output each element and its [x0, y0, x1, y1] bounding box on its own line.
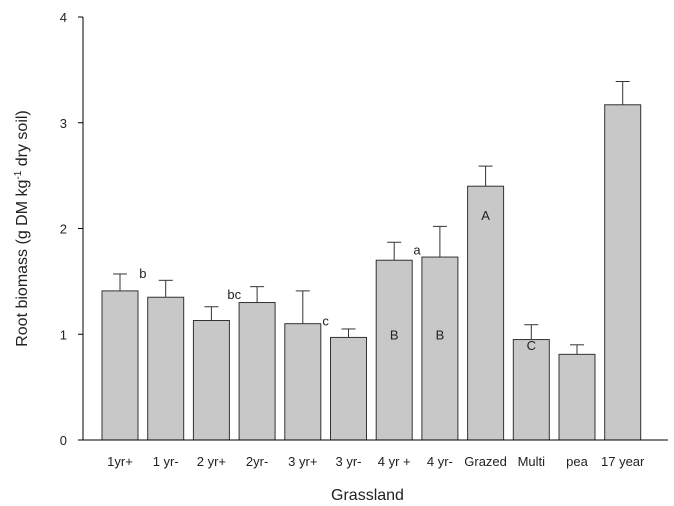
- significance-letter: B: [390, 327, 399, 342]
- bar: [192, 320, 230, 441]
- y-tick-label: 2: [60, 222, 67, 237]
- bar: [101, 290, 139, 441]
- significance-letter: b: [139, 266, 146, 281]
- bar: [147, 296, 185, 441]
- bar: [238, 302, 276, 441]
- x-tick-label: 3 yr-: [336, 454, 362, 469]
- x-tick-label: 2yr-: [246, 454, 268, 469]
- significance-letter: a: [413, 243, 421, 258]
- x-tick-label: Grazed: [464, 454, 507, 469]
- y-axis-ticks: 0 1 2 3 4: [60, 10, 83, 448]
- x-tick-label: Multi: [518, 454, 546, 469]
- bar: [512, 339, 550, 441]
- x-tick-label: 2 yr+: [197, 454, 226, 469]
- significance-letter: c: [322, 314, 329, 329]
- significance-letter: C: [527, 338, 536, 353]
- x-axis-title: Grassland: [331, 487, 404, 504]
- x-tick-label: 4 yr-: [427, 454, 453, 469]
- y-tick-label: 0: [60, 433, 67, 448]
- bar: [330, 336, 367, 441]
- significance-letter: B: [436, 327, 445, 342]
- bar: [375, 259, 413, 441]
- x-tick-label: 1 yr-: [153, 454, 179, 469]
- y-tick-label: 3: [60, 116, 67, 131]
- x-tick-label: pea: [566, 454, 588, 469]
- y-tick-label: 4: [60, 10, 67, 25]
- bar: [467, 185, 505, 441]
- significance-letter: bc: [227, 287, 241, 302]
- significance-letter: A: [481, 208, 490, 223]
- x-axis-ticks: 1yr+ 1 yr- 2 yr+ 2yr- 3 yr+ 3 yr- 4 yr + 4 yr- G…: [107, 454, 645, 469]
- bar: [558, 353, 596, 441]
- bars-group: [101, 104, 642, 441]
- y-tick-label: 1: [60, 327, 67, 342]
- x-tick-label: 1yr+: [107, 454, 133, 469]
- bar: [421, 256, 459, 441]
- x-tick-label: 3 yr+: [288, 454, 317, 469]
- bar: [284, 323, 322, 441]
- error-bars-group: [113, 81, 630, 355]
- bar: [604, 104, 642, 441]
- x-tick-label: 17 year: [601, 454, 645, 469]
- x-tick-label: 4 yr +: [378, 454, 411, 469]
- annotations-group: b bc c a B B A C: [139, 208, 536, 353]
- y-axis-title-main: Root biomass (g DM kg: [14, 180, 31, 347]
- y-axis-title-superscript: -1: [13, 170, 24, 179]
- y-axis-title-end: dry soil): [14, 110, 31, 170]
- y-axis-title: Root biomass (g DM kg-1 dry soil): [13, 110, 31, 347]
